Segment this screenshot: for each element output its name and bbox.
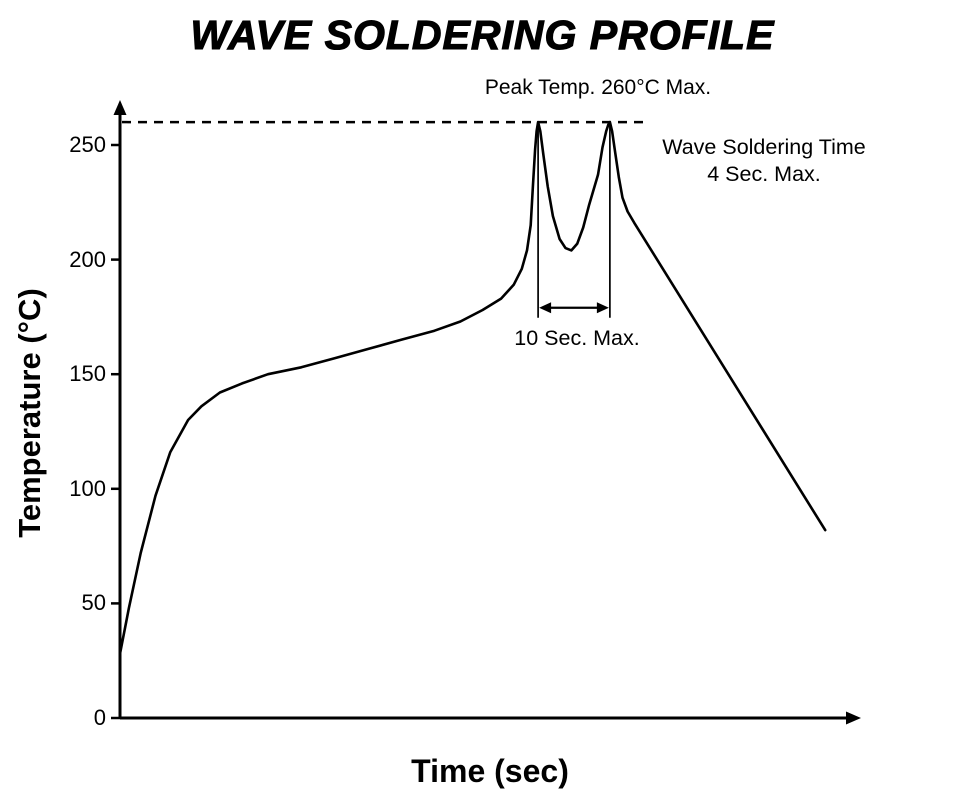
- y-tick-label: 50: [81, 590, 106, 616]
- wave-soldering-time-annotation: Wave Soldering Time 4 Sec. Max.: [662, 134, 866, 188]
- x-axis-label: Time (sec): [411, 753, 569, 789]
- peak-temp-annotation: Peak Temp. 260°C Max.: [484, 76, 712, 99]
- y-tick-label: 150: [69, 361, 106, 387]
- y-tick-label: 0: [93, 705, 106, 730]
- y-axis-tick-labels: 0 50 100 150 200 250: [0, 0, 106, 801]
- wave-time-annotation-line2: 4 Sec. Max.: [707, 162, 821, 186]
- y-tick-label: 100: [69, 475, 106, 501]
- chart-title: WAVE SOLDERING PROFILE: [190, 11, 775, 58]
- y-tick-label: 250: [69, 132, 106, 157]
- y-tick-label: 200: [69, 246, 106, 272]
- ten-sec-max-annotation: 10 Sec. Max.: [514, 326, 640, 350]
- wave-time-annotation-line1: Wave Soldering Time: [662, 135, 866, 159]
